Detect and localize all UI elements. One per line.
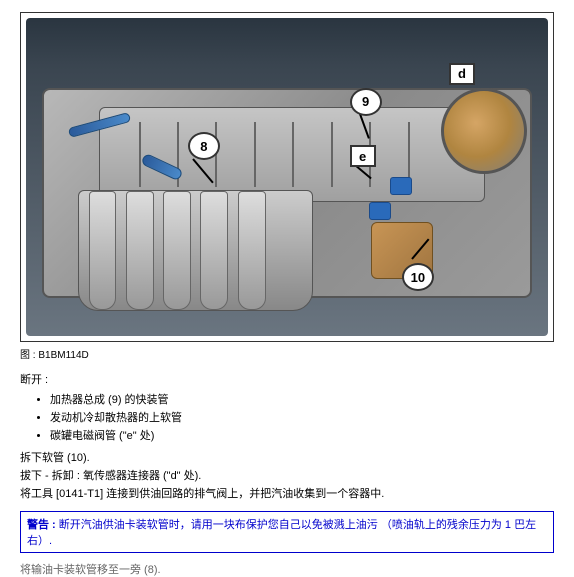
- intake-manifold: [78, 190, 313, 311]
- tool-connect-text: 将工具 [0141-T1] 连接到供油回路的排气阀上，并把汽油收集到一个容器中.: [20, 485, 554, 501]
- list-item: 加热器总成 (9) 的快装管: [50, 391, 554, 407]
- footer-text: 将输油卡装软管移至一旁 (8).: [20, 561, 554, 577]
- callout-9: 9: [350, 88, 382, 116]
- list-item: 发动机冷却散热器的上软管: [50, 409, 554, 425]
- warning-text: 断开汽油供油卡装软管时，请用一块布保护您自己以免被溅上油污 （喷油轨上的残余压力…: [27, 519, 536, 547]
- valve-cover: [99, 107, 485, 202]
- figure-container: 8 9 10 d e: [20, 12, 554, 342]
- figure-caption: 图 : B1BM114D: [20, 346, 554, 361]
- unplug-sensor-text: 拔下 - 拆卸 : 氧传感器连接器 ("d" 处).: [20, 467, 554, 483]
- connector-blue: [390, 177, 412, 195]
- remove-hose-text: 拆下软管 (10).: [20, 449, 554, 465]
- callout-e: e: [350, 145, 376, 167]
- engine-illustration: 8 9 10 d e: [26, 18, 548, 336]
- disconnect-heading: 断开 :: [20, 371, 554, 387]
- disconnect-list: 加热器总成 (9) 的快装管 发动机冷却散热器的上软管 碳罐电磁阀管 ("e" …: [50, 391, 554, 443]
- callout-d: d: [449, 63, 475, 85]
- warning-prefix: 警告 :: [27, 519, 59, 531]
- list-item: 碳罐电磁阀管 ("e" 处): [50, 427, 554, 443]
- connector-blue: [369, 202, 391, 220]
- detail-zoom-circle: [441, 88, 527, 174]
- warning-box: 警告 : 断开汽油供油卡装软管时，请用一块布保护您自己以免被溅上油污 （喷油轨上…: [20, 511, 554, 553]
